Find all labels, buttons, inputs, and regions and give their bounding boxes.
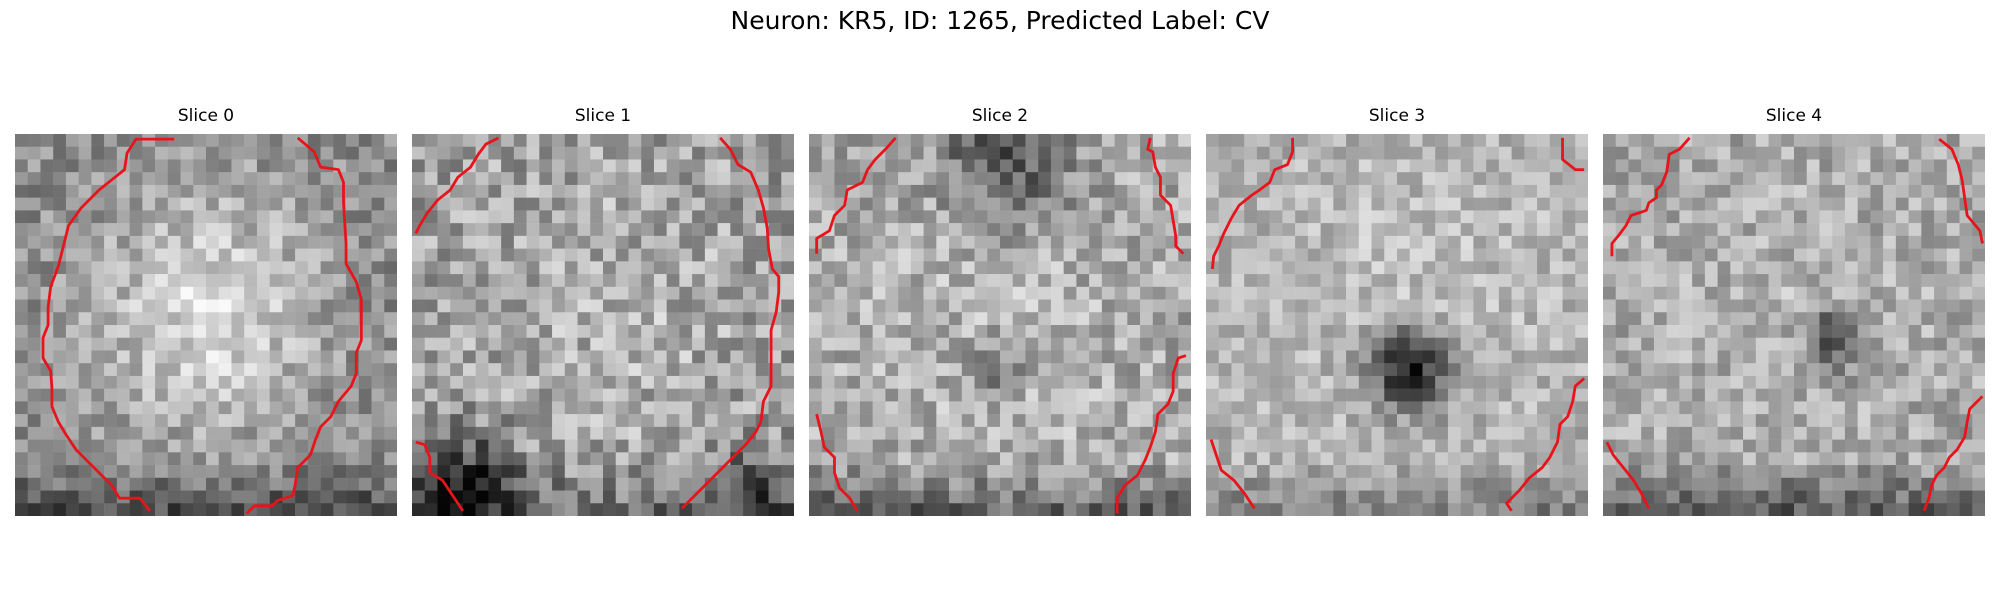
slice-image-4 <box>1603 134 1985 516</box>
slice-title-3: Slice 3 <box>1368 106 1426 126</box>
slice-image-1 <box>412 134 794 516</box>
figure-title: Neuron: KR5, ID: 1265, Predicted Label: … <box>730 6 1270 35</box>
slice-image-3 <box>1206 134 1588 516</box>
slice-image-2 <box>809 134 1191 516</box>
slice-title-1: Slice 1 <box>574 106 632 126</box>
slice-title-4: Slice 4 <box>1765 106 1823 126</box>
slice-image-0 <box>15 134 397 516</box>
slice-title-0: Slice 0 <box>177 106 235 126</box>
slice-title-2: Slice 2 <box>971 106 1029 126</box>
